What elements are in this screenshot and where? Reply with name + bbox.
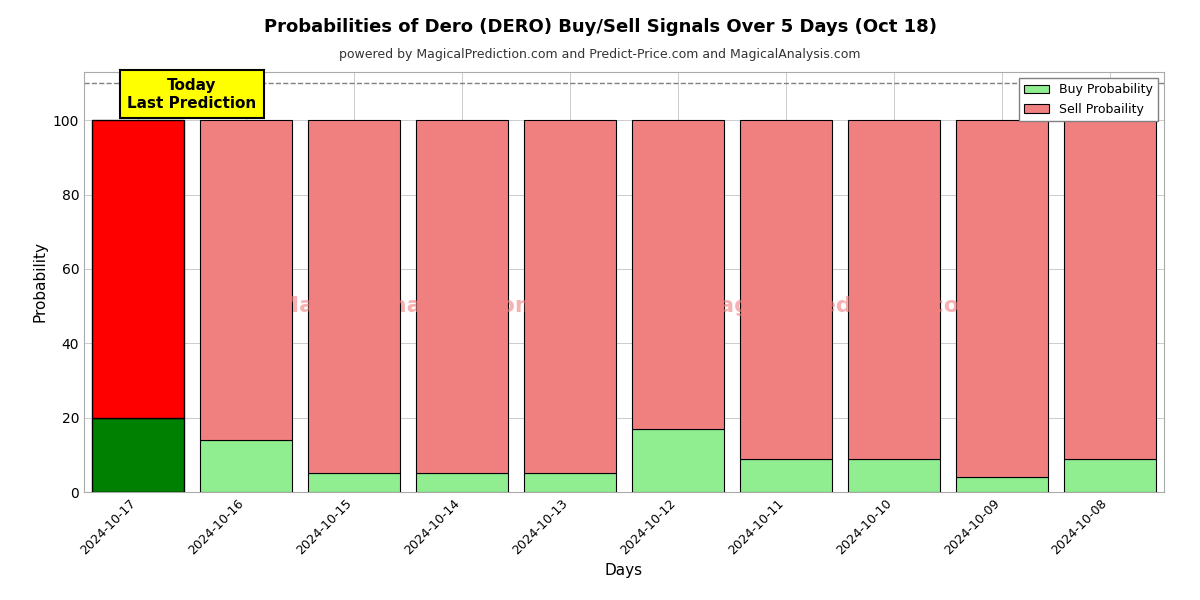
Bar [92, 418, 184, 492]
Bar [956, 477, 1048, 492]
Text: MagicalPrediction.com: MagicalPrediction.com [697, 296, 983, 316]
Bar [416, 121, 508, 473]
Bar [1064, 458, 1156, 492]
Bar [848, 458, 940, 492]
Text: powered by MagicalPrediction.com and Predict-Price.com and MagicalAnalysis.com: powered by MagicalPrediction.com and Pre… [340, 48, 860, 61]
Y-axis label: Probability: Probability [32, 241, 47, 323]
Bar [632, 121, 724, 429]
Bar [632, 429, 724, 492]
Bar [1064, 121, 1156, 458]
Bar [956, 121, 1048, 477]
Bar [524, 121, 616, 473]
Bar [200, 121, 292, 440]
Bar [92, 121, 184, 418]
Bar [740, 458, 832, 492]
Bar [416, 473, 508, 492]
Legend: Buy Probability, Sell Probaility: Buy Probability, Sell Probaility [1019, 78, 1158, 121]
X-axis label: Days: Days [605, 563, 643, 578]
Text: Today
Last Prediction: Today Last Prediction [127, 78, 257, 110]
Bar [524, 473, 616, 492]
Bar [848, 121, 940, 458]
Bar [308, 121, 400, 473]
Bar [200, 440, 292, 492]
Text: Probabilities of Dero (DERO) Buy/Sell Signals Over 5 Days (Oct 18): Probabilities of Dero (DERO) Buy/Sell Si… [264, 18, 936, 36]
Text: MagicalAnalysis.com: MagicalAnalysis.com [277, 296, 539, 316]
Bar [740, 121, 832, 458]
Bar [308, 473, 400, 492]
